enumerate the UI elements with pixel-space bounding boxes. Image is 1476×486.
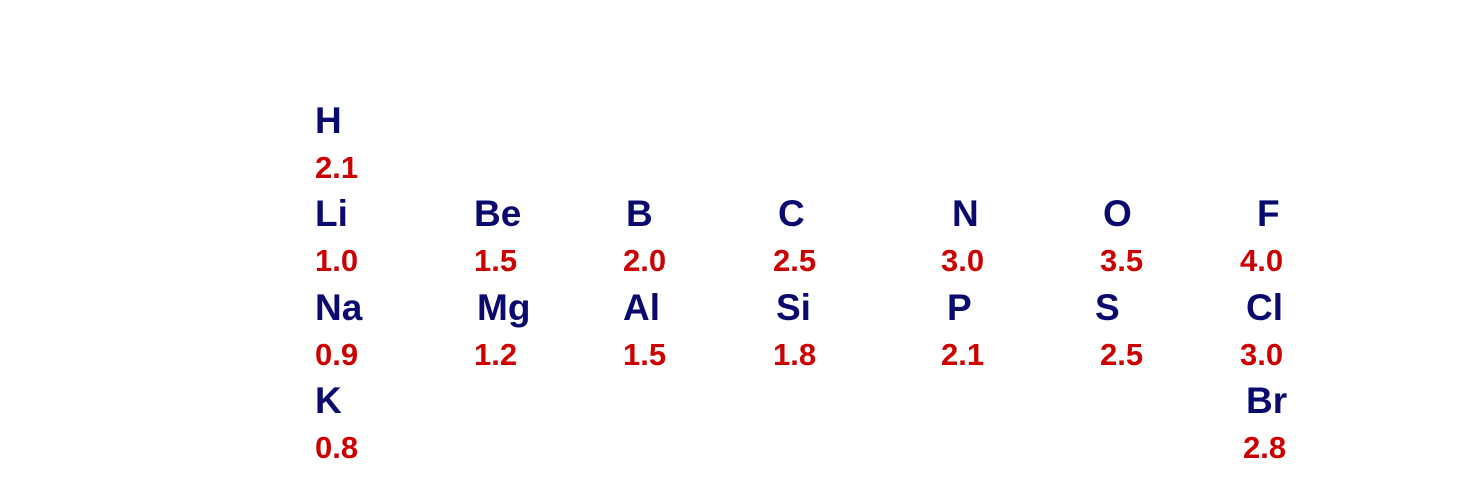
element-cell-b: B 2.0 [623,193,783,287]
element-symbol: Be [474,193,522,234]
element-symbol: H [315,100,342,141]
electronegativity-value: 2.1 [315,150,359,185]
element-symbol: P [947,287,972,328]
electronegativity-value: 1.5 [623,337,667,372]
electronegativity-value: 2.5 [773,243,817,278]
element-symbol: Mg [477,287,531,328]
element-cell-k: K 0.8 [315,380,475,474]
electronegativity-value: 1.8 [773,337,817,372]
element-symbol: B [626,193,653,234]
electronegativity-value: 2.5 [1100,337,1144,372]
element-symbol: S [1095,287,1120,328]
electronegativity-value: 4.0 [1240,243,1284,278]
element-cell-cl: Cl 3.0 [1240,287,1400,381]
element-symbol: C [778,193,805,234]
element-cell-si: Si 1.8 [773,287,933,381]
element-cell-s: S 2.5 [1095,287,1260,381]
element-symbol: Al [623,287,660,328]
electronegativity-value: 1.2 [474,337,518,372]
electronegativity-value: 2.1 [941,337,985,372]
electronegativity-value: 3.0 [1240,337,1284,372]
element-cell-mg: Mg 1.2 [474,287,634,381]
electronegativity-value: 0.9 [315,337,359,372]
element-cell-o: O 3.5 [1100,193,1260,287]
element-cell-li: Li 1.0 [315,193,475,287]
element-cell-br: Br 2.8 [1243,380,1403,474]
element-symbol: O [1103,193,1132,234]
element-cell-be: Be 1.5 [474,193,634,287]
electronegativity-value: 0.8 [315,430,359,465]
electronegativity-value: 2.8 [1243,430,1287,465]
electronegativity-value: 1.0 [315,243,359,278]
element-cell-h: H 2.1 [315,100,475,194]
electronegativity-value: 1.5 [474,243,518,278]
element-cell-f: F 4.0 [1240,193,1400,287]
element-symbol: Br [1246,380,1288,421]
element-symbol: Si [776,287,811,328]
electronegativity-value: 2.0 [623,243,667,278]
element-symbol: Li [315,193,348,234]
element-cell-c: C 2.5 [773,193,933,287]
element-symbol: N [952,193,979,234]
electronegativity-value: 3.0 [941,243,985,278]
element-symbol: K [315,380,342,421]
element-cell-na: Na 0.9 [315,287,475,381]
element-symbol: Na [315,287,363,328]
element-cell-n: N 3.0 [941,193,1101,287]
element-symbol: F [1257,193,1280,234]
electronegativity-value: 3.5 [1100,243,1144,278]
element-cell-p: P 2.1 [941,287,1101,381]
element-cell-al: Al 1.5 [623,287,783,381]
element-symbol: Cl [1246,287,1283,328]
